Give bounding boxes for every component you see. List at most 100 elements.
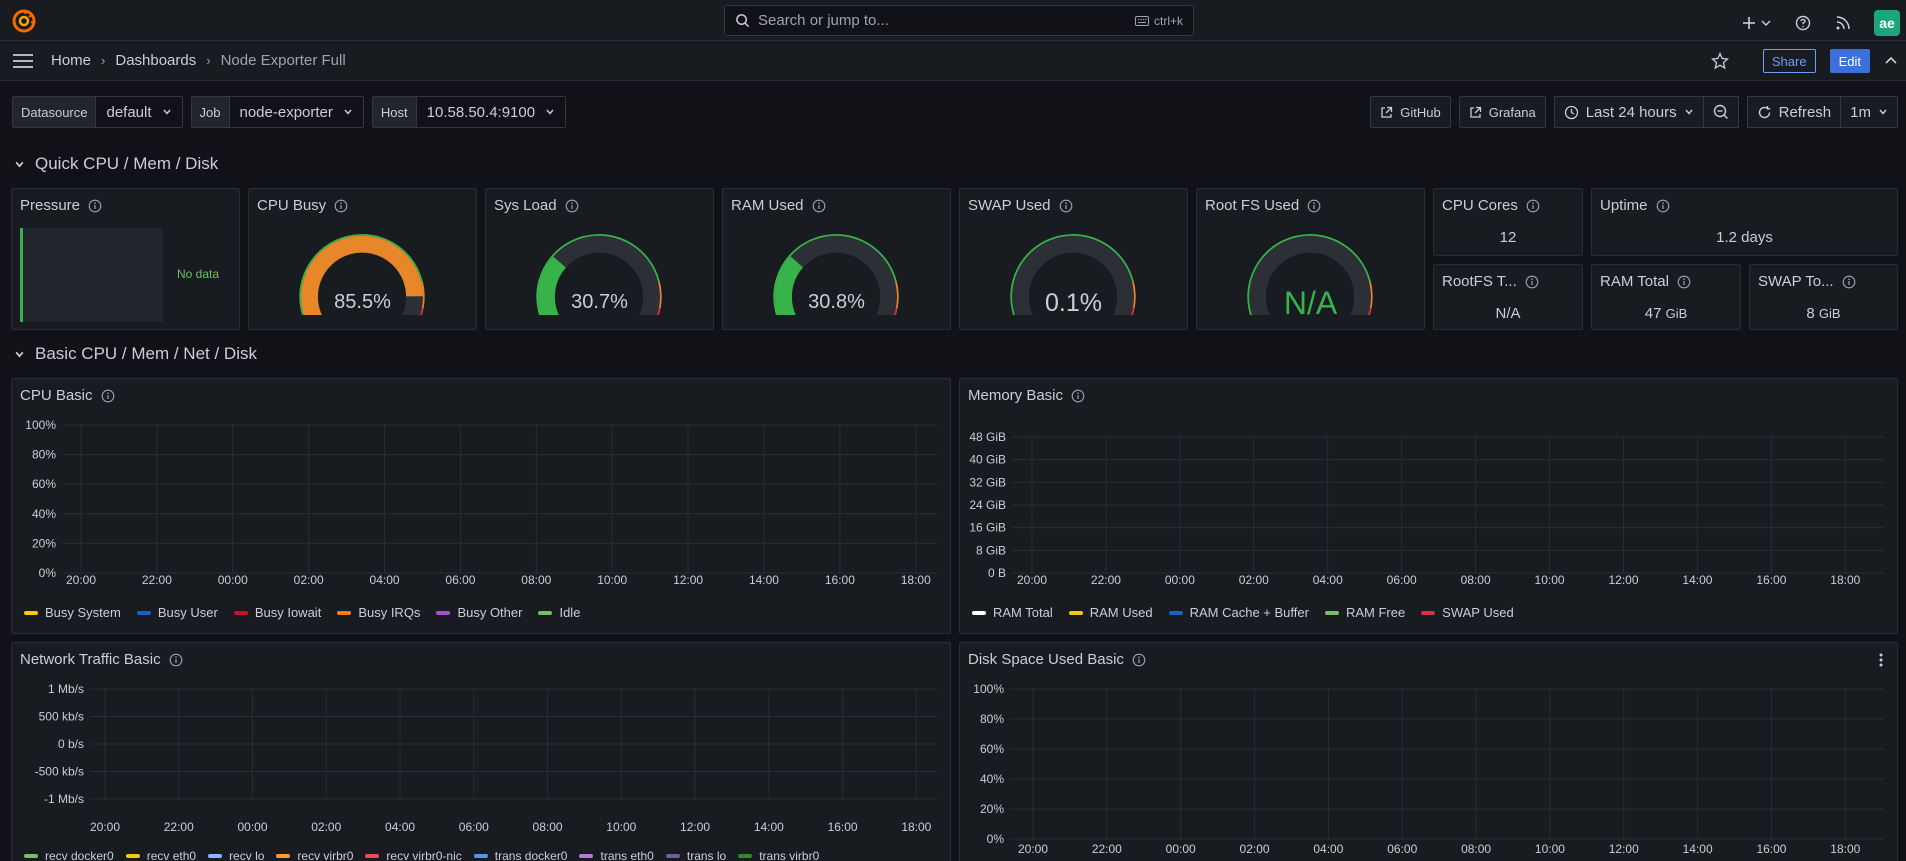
legend-item[interactable]: recv eth0 <box>125 849 197 861</box>
panel-network-basic[interactable]: Network Traffic Basic 1 Mb/s 500 kb/s 0 b/… <box>11 642 951 861</box>
menu-icon[interactable] <box>13 52 33 70</box>
legend-item[interactable]: Idle <box>538 605 580 620</box>
legend-item[interactable]: trans eth0 <box>579 849 654 861</box>
variable-job[interactable]: Job node-exporter <box>190 96 364 128</box>
info-icon[interactable] <box>1059 199 1073 213</box>
new-plus-icon[interactable] <box>1742 14 1772 32</box>
legend-item[interactable]: RAM Used <box>1068 605 1153 620</box>
info-icon[interactable] <box>1132 653 1146 667</box>
y-tick-label: 0 b/s <box>58 737 84 751</box>
panel-swap-total[interactable]: SWAP To... 8 GiB <box>1749 264 1898 330</box>
info-icon[interactable] <box>1656 199 1670 213</box>
grafana-logo-icon[interactable] <box>12 9 36 33</box>
panel-swap-used[interactable]: SWAP Used 0.1% <box>959 188 1188 330</box>
legend-item[interactable]: RAM Free <box>1324 605 1405 620</box>
x-tick-label: 00:00 <box>1166 842 1196 856</box>
info-icon[interactable] <box>1307 199 1321 213</box>
legend-item[interactable]: trans lo <box>665 849 726 861</box>
refresh-button[interactable]: Refresh <box>1746 96 1842 128</box>
network-basic-chart[interactable]: 1 Mb/s 500 kb/s 0 b/s -500 kb/s -1 Mb/s 20:00… <box>12 643 952 843</box>
legend-item[interactable]: recv lo <box>208 849 264 861</box>
panel-ram-used[interactable]: RAM Used 30.8% <box>722 188 951 330</box>
help-icon[interactable] <box>1794 14 1812 32</box>
variable-datasource[interactable]: Datasource default <box>12 96 183 128</box>
disk-basic-chart[interactable]: 100% 80% 60% 40% 20% 0% 20:00 22:00 00:00 02:00 04… <box>960 643 1899 861</box>
variable-value[interactable]: default <box>106 103 152 121</box>
info-icon[interactable] <box>169 653 183 667</box>
share-button[interactable]: Share <box>1762 49 1816 73</box>
panel-disk-basic[interactable]: Disk Space Used Basic 100% 80% 60% 40% 20% 0%… <box>959 642 1898 861</box>
edit-button[interactable]: Edit <box>1829 49 1870 73</box>
legend-item[interactable]: SWAP Used <box>1421 605 1514 620</box>
legend-label: trans eth0 <box>600 849 654 861</box>
avatar[interactable]: ae <box>1874 10 1900 36</box>
info-icon[interactable] <box>88 199 102 213</box>
panel-pressure[interactable]: Pressure No data <box>11 188 240 330</box>
row-quick[interactable]: Quick CPU / Mem / Disk <box>14 154 218 174</box>
gauge-track <box>1012 235 1134 315</box>
panel-title: RAM Total <box>1600 273 1669 290</box>
panel-ram-total[interactable]: RAM Total 47 GiB <box>1591 264 1741 330</box>
panel-sys-load[interactable]: Sys Load 30.7% <box>485 188 714 330</box>
legend-item[interactable]: recv docker0 <box>24 849 114 861</box>
info-icon[interactable] <box>1071 389 1085 403</box>
time-range-picker[interactable]: Last 24 hours <box>1553 96 1704 128</box>
info-icon[interactable] <box>334 199 348 213</box>
y-tick-label: 20% <box>32 536 56 550</box>
legend-label: Busy IRQs <box>358 605 421 620</box>
refresh-label: Refresh <box>1778 103 1832 121</box>
panel-cpu-cores[interactable]: CPU Cores 12 <box>1433 188 1583 256</box>
legend-item[interactable]: Busy User <box>136 605 218 620</box>
variable-value[interactable]: node-exporter <box>239 103 333 121</box>
x-tick-label: 10:00 <box>1535 573 1565 587</box>
info-icon[interactable] <box>1525 275 1539 289</box>
chevron-down-icon <box>162 109 171 115</box>
refresh-interval-picker[interactable]: 1m <box>1841 96 1898 128</box>
variable-host[interactable]: Host 10.58.50.4:9100 <box>371 96 567 128</box>
legend-item[interactable]: trans docker0 <box>473 849 567 861</box>
x-tick-label: 18:00 <box>1830 842 1860 856</box>
memory-basic-chart[interactable]: 48 GiB 40 GiB 32 GiB 24 GiB 16 GiB 8 GiB 0 B 20… <box>960 379 1899 594</box>
legend-swatch <box>1068 610 1083 615</box>
panel-cpu-basic[interactable]: CPU Basic 100% 80% 60% 40% 20% 0% 20:00 22:00 00… <box>11 378 951 634</box>
grafana-link-button[interactable]: Grafana <box>1458 96 1546 128</box>
panel-uptime[interactable]: Uptime 1.2 days <box>1591 188 1898 256</box>
info-icon[interactable] <box>812 199 826 213</box>
legend-label: recv eth0 <box>146 849 197 861</box>
chevron-up-icon[interactable] <box>1884 54 1898 68</box>
legend-item[interactable]: Busy Other <box>436 605 522 620</box>
info-icon[interactable] <box>565 199 579 213</box>
info-icon[interactable] <box>1526 199 1540 213</box>
panel-rootfs-used[interactable]: Root FS Used N/A <box>1196 188 1425 330</box>
zoom-out-button[interactable] <box>1703 96 1739 128</box>
star-icon[interactable] <box>1710 52 1729 70</box>
legend-item[interactable]: RAM Total <box>972 605 1053 620</box>
panel-memory-basic[interactable]: Memory Basic 48 GiB 40 GiB 32 GiB 24 GiB 16 … <box>959 378 1898 634</box>
legend-swatch <box>24 610 38 615</box>
rss-news-icon[interactable] <box>1834 14 1852 32</box>
variable-value[interactable]: 10.58.50.4:9100 <box>426 103 536 121</box>
cpu-basic-chart[interactable]: 100% 80% 60% 40% 20% 0% 20:00 22:00 00:00 02:00 04… <box>12 379 952 594</box>
rootfs-used-gauge <box>1247 234 1373 315</box>
breadcrumb-home[interactable]: Home <box>51 52 92 69</box>
legend-item[interactable]: recv virbr0-nic <box>365 849 462 861</box>
info-icon[interactable] <box>101 389 115 403</box>
legend-item[interactable]: Busy System <box>24 605 121 620</box>
github-link-button[interactable]: GitHub <box>1370 96 1451 128</box>
legend-item[interactable]: Busy Iowait <box>233 605 321 620</box>
row-basic[interactable]: Basic CPU / Mem / Net / Disk <box>14 344 257 364</box>
panel-menu-icon[interactable] <box>1873 651 1889 669</box>
legend-item[interactable]: Busy IRQs <box>337 605 420 620</box>
breadcrumb-dashboards[interactable]: Dashboards <box>115 52 197 69</box>
y-tick-label: 100% <box>25 418 56 432</box>
panel-rootfs-total[interactable]: RootFS T... N/A <box>1433 264 1583 330</box>
legend-item[interactable]: RAM Cache + Buffer <box>1168 605 1309 620</box>
swap-total-unit: GiB <box>1818 306 1841 321</box>
info-icon[interactable] <box>1842 275 1856 289</box>
panel-cpu-busy[interactable]: CPU Busy 85.5% <box>248 188 477 330</box>
search-input[interactable]: Search or jump to... ctrl+k <box>724 5 1194 36</box>
legend-item[interactable]: recv virbr0 <box>276 849 353 861</box>
legend-item[interactable]: trans virbr0 <box>738 849 819 861</box>
info-icon[interactable] <box>1677 275 1691 289</box>
github-label: GitHub <box>1400 104 1441 120</box>
